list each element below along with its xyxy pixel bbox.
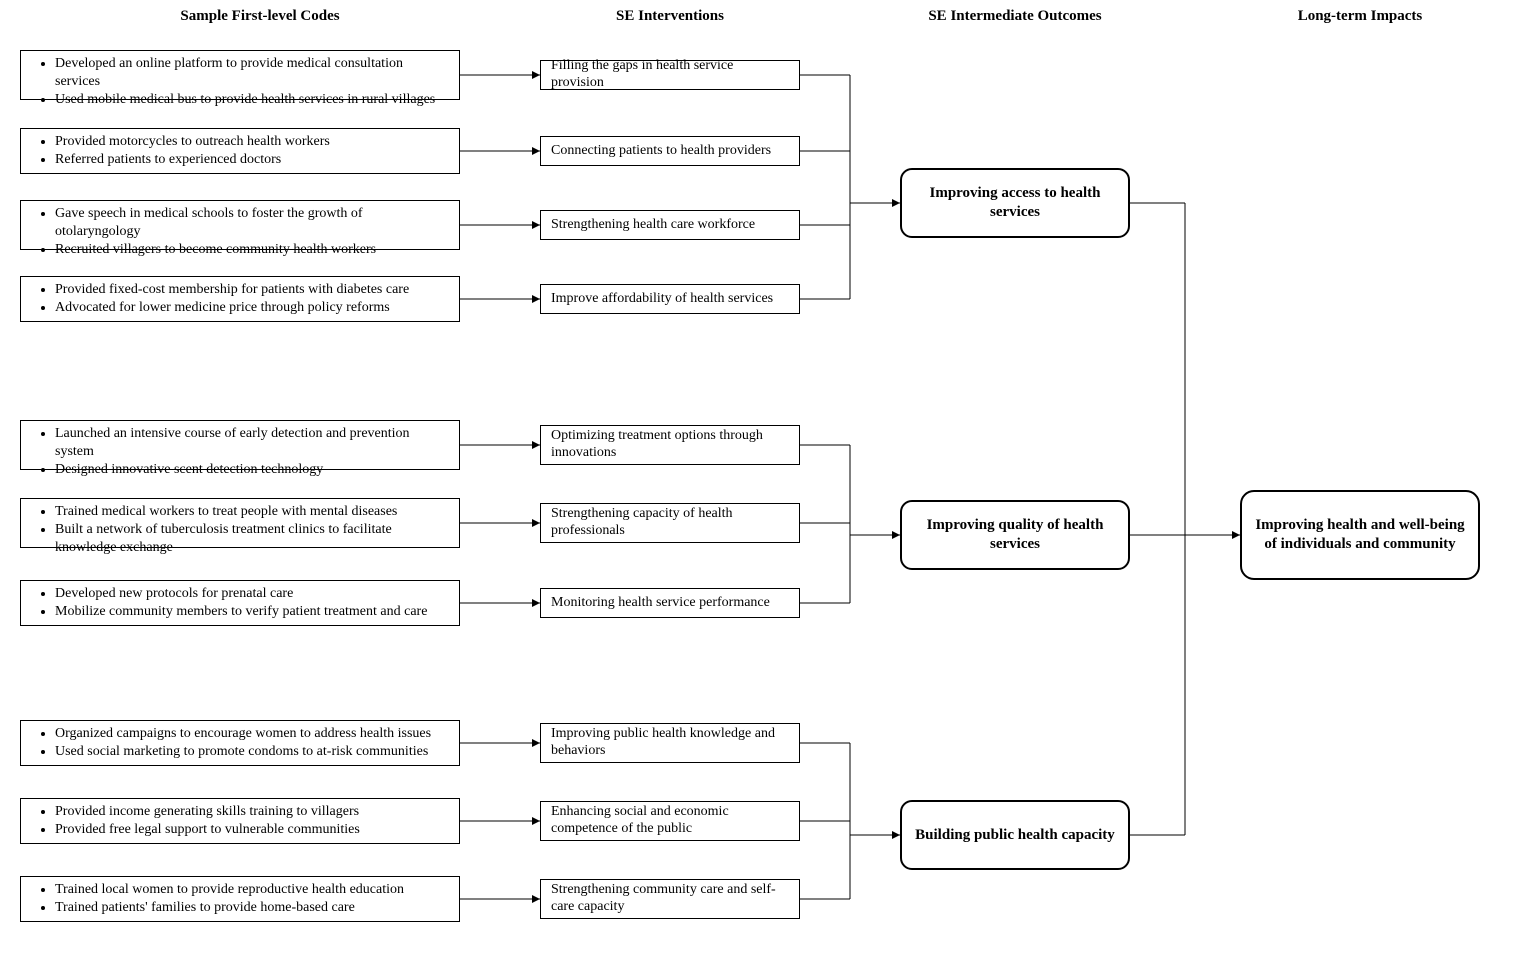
code-item: Gave speech in medical schools to foster…	[55, 205, 451, 241]
codes-box: Provided income generating skills traini…	[20, 798, 460, 844]
diagram-canvas: Sample First-level Codes SE Intervention…	[0, 0, 1517, 967]
code-item: Provided fixed-cost membership for patie…	[55, 281, 451, 299]
code-item: Trained patients' families to provide ho…	[55, 899, 451, 917]
intervention-box: Improve affordability of health services	[540, 284, 800, 314]
code-item: Provided motorcycles to outreach health …	[55, 133, 451, 151]
codes-box: Provided fixed-cost membership for patie…	[20, 276, 460, 322]
code-item: Used mobile medical bus to provide healt…	[55, 91, 451, 109]
code-item: Designed innovative scent detection tech…	[55, 461, 451, 479]
intervention-box: Strengthening community care and self-ca…	[540, 879, 800, 919]
code-item: Built a network of tuberculosis treatmen…	[55, 521, 451, 557]
codes-box: Trained local women to provide reproduct…	[20, 876, 460, 922]
code-item: Provided income generating skills traini…	[55, 803, 451, 821]
intervention-box: Monitoring health service performance	[540, 588, 800, 618]
codes-box: Developed new protocols for prenatal car…	[20, 580, 460, 626]
code-item: Recruited villagers to become community …	[55, 241, 451, 259]
impact-box: Improving health and well-being of indiv…	[1240, 490, 1480, 580]
code-item: Referred patients to experienced doctors	[55, 151, 451, 169]
codes-box: Provided motorcycles to outreach health …	[20, 128, 460, 174]
outcome-box: Improving quality of health services	[900, 500, 1130, 570]
intervention-box: Optimizing treatment options through inn…	[540, 425, 800, 465]
codes-box: Trained medical workers to treat people …	[20, 498, 460, 548]
code-item: Launched an intensive course of early de…	[55, 425, 451, 461]
code-item: Mobilize community members to verify pat…	[55, 603, 451, 621]
code-item: Trained local women to provide reproduct…	[55, 881, 451, 899]
intervention-box: Filling the gaps in health service provi…	[540, 60, 800, 90]
code-item: Developed an online platform to provide …	[55, 55, 451, 91]
intervention-box: Improving public health knowledge and be…	[540, 723, 800, 763]
header-interventions: SE Interventions	[560, 8, 780, 25]
intervention-box: Strengthening capacity of health profess…	[540, 503, 800, 543]
header-codes: Sample First-level Codes	[120, 8, 400, 25]
header-outcomes: SE Intermediate Outcomes	[900, 8, 1130, 25]
code-item: Developed new protocols for prenatal car…	[55, 585, 451, 603]
code-item: Provided free legal support to vulnerabl…	[55, 821, 451, 839]
code-item: Trained medical workers to treat people …	[55, 503, 451, 521]
intervention-box: Strengthening health care workforce	[540, 210, 800, 240]
codes-box: Developed an online platform to provide …	[20, 50, 460, 100]
code-item: Advocated for lower medicine price throu…	[55, 299, 451, 317]
header-impact: Long-term Impacts	[1240, 8, 1480, 25]
code-item: Used social marketing to promote condoms…	[55, 743, 451, 761]
codes-box: Organized campaigns to encourage women t…	[20, 720, 460, 766]
code-item: Organized campaigns to encourage women t…	[55, 725, 451, 743]
codes-box: Gave speech in medical schools to foster…	[20, 200, 460, 250]
intervention-box: Enhancing social and economic competence…	[540, 801, 800, 841]
outcome-box: Building public health capacity	[900, 800, 1130, 870]
intervention-box: Connecting patients to health providers	[540, 136, 800, 166]
codes-box: Launched an intensive course of early de…	[20, 420, 460, 470]
outcome-box: Improving access to health services	[900, 168, 1130, 238]
